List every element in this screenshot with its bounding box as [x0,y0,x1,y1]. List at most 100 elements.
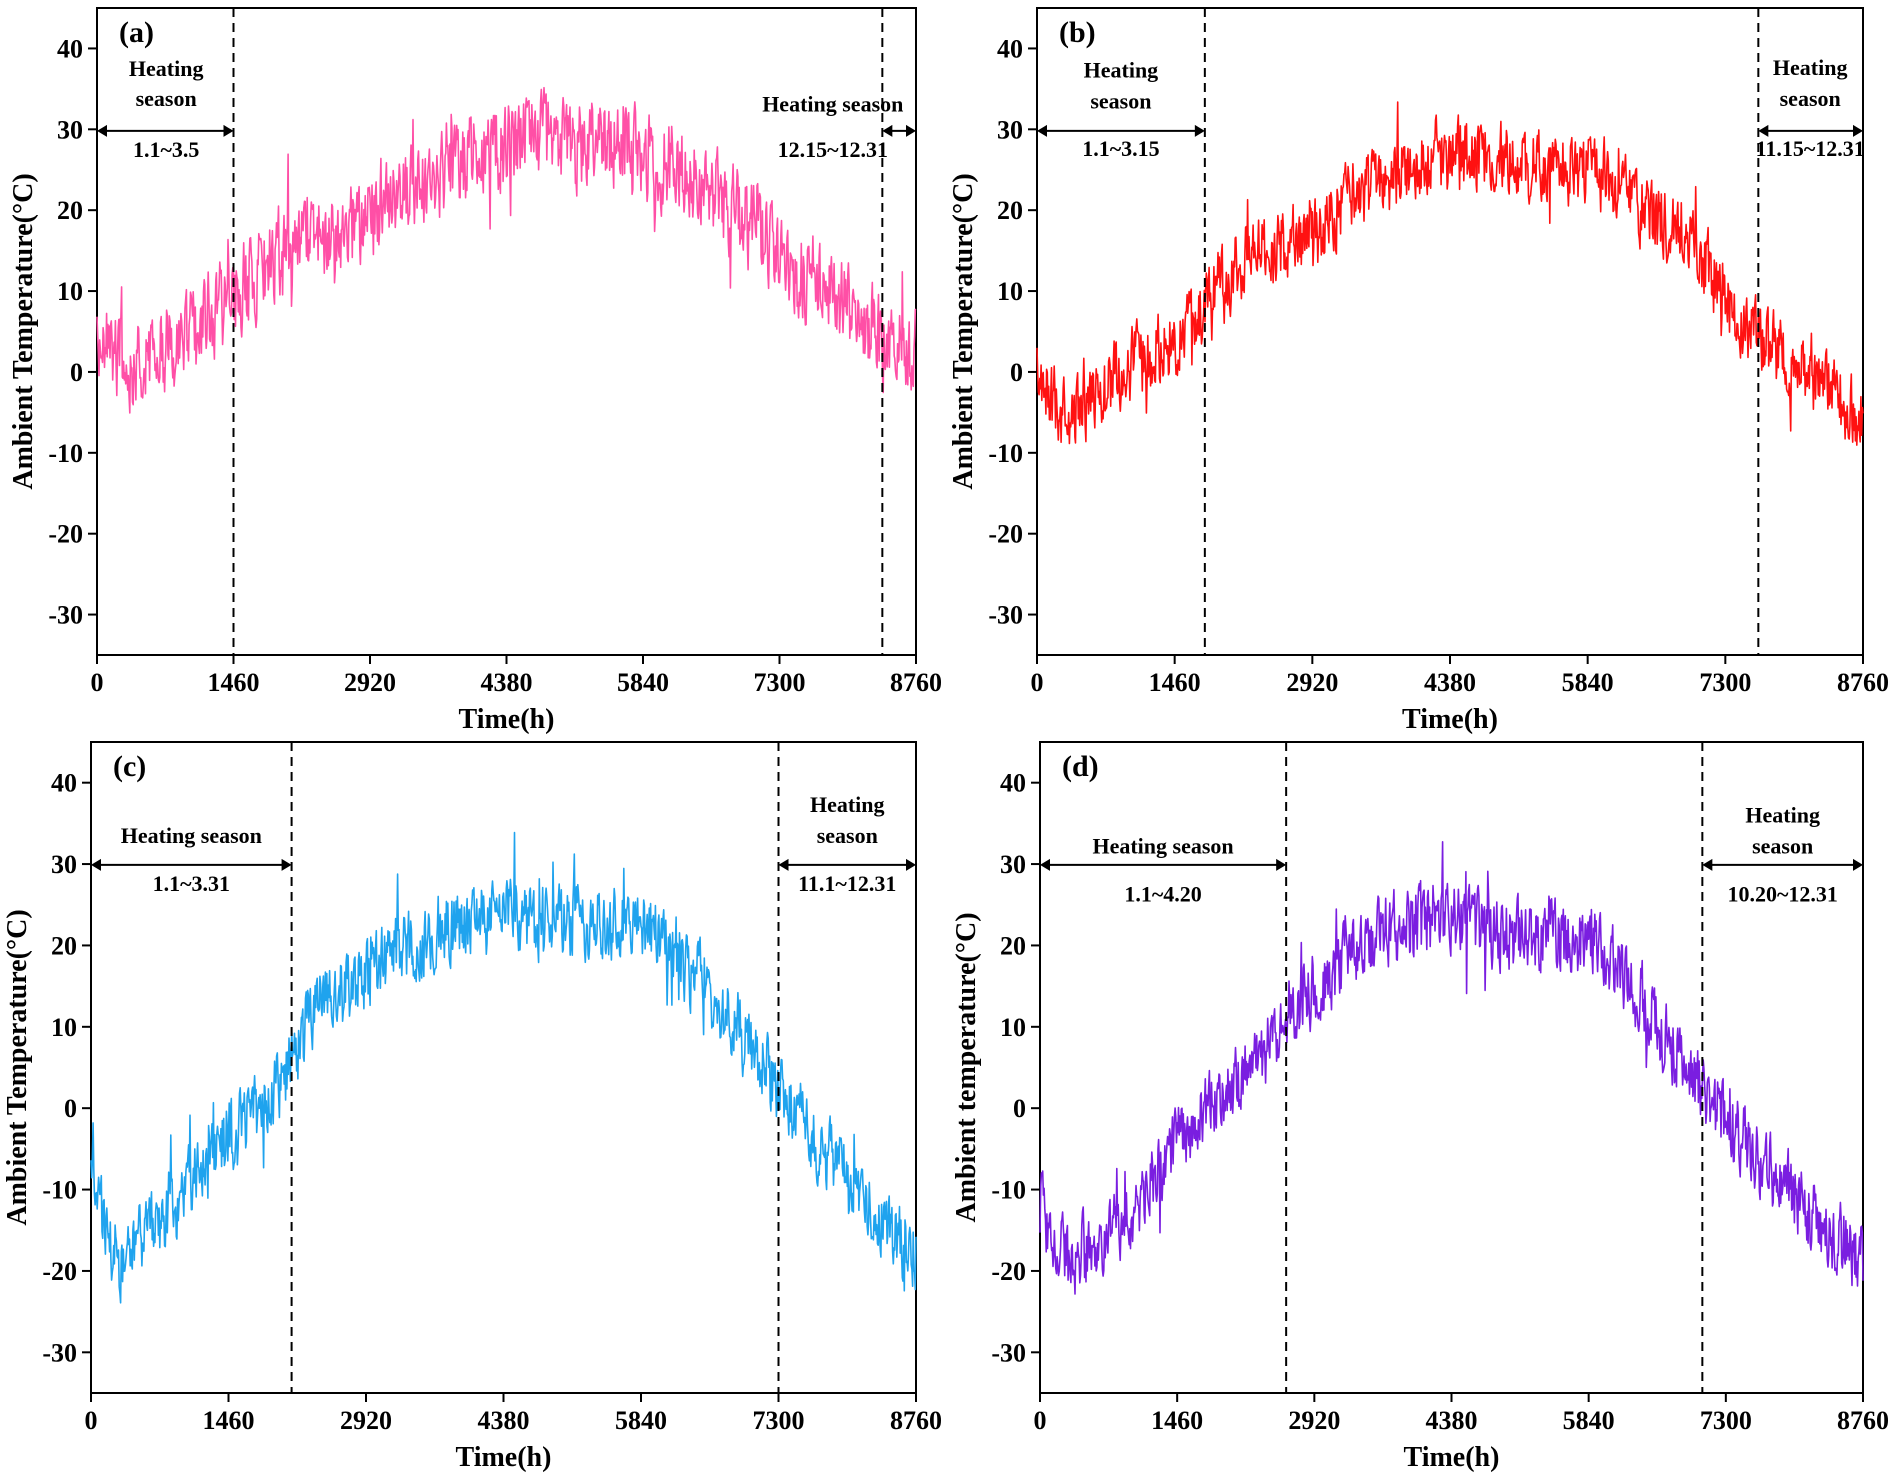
heating-season-annotation: 1.1~4.20 [1124,881,1201,906]
y-tick-label: -30 [988,601,1023,630]
x-tick-label: 7300 [753,1406,805,1435]
x-tick-label: 0 [91,668,104,697]
x-tick-label: 1460 [208,668,260,697]
heating-season-annotation: season [817,823,878,848]
y-tick-label: 40 [51,769,77,798]
y-tick-label: -20 [988,520,1023,549]
heating-season-annotation: Heating season [762,92,903,117]
y-tick-label: 10 [1000,1013,1026,1042]
x-tick-label: 2920 [1286,668,1338,697]
x-axis-title: Time(h) [1402,704,1498,735]
chart-panel-4: 0 1460 2920 4380 5840 7300 8760 -30 -20 -10 0 10 20 3… [951,741,1889,1473]
x-tick-label: 7300 [1699,668,1751,697]
x-tick-label: 0 [1034,1406,1047,1435]
y-tick-label: -30 [42,1338,77,1367]
x-tick-label: 8760 [890,668,942,697]
heating-season-annotation: 1.1~3.31 [153,871,230,896]
panel-label: (b) [1059,16,1096,49]
y-tick-label: 10 [997,277,1023,306]
x-tick-label: 7300 [754,668,806,697]
chart-panel-2: 0 1460 2920 4380 5840 7300 8760 -30 -20 -10 0 10 20 3… [948,7,1889,735]
arrow-head-left [778,858,789,871]
y-tick-label: -10 [988,439,1023,468]
x-tick-label: 2920 [340,1406,392,1435]
x-tick-label: 2920 [344,668,396,697]
chart-panel-3: 0 1460 2920 4380 5840 7300 8760 -30 -20 -10 0 10 20 3… [2,741,942,1473]
x-tick-label: 4380 [478,1406,530,1435]
y-tick-label: 40 [997,34,1023,63]
y-tick-label: 0 [1013,1094,1026,1123]
x-axis-title: Time(h) [456,1442,552,1473]
heating-season-annotation: 10.20~12.31 [1727,881,1837,906]
heating-season-annotation: season [136,86,197,111]
y-axis-title: Ambient Temperature(°C) [8,173,39,489]
y-axis-title: Ambient temperature(°C) [951,912,982,1222]
y-tick-label: 30 [51,850,77,879]
x-tick-label: 1460 [203,1406,255,1435]
x-tick-label: 1460 [1149,668,1201,697]
x-tick-label: 5840 [615,1406,667,1435]
heating-season-annotation: 11.15~12.31 [1756,136,1865,161]
y-tick-label: -20 [42,1257,77,1286]
x-tick-label: 4380 [481,668,533,697]
temperature-series-line [1039,841,1864,1295]
y-tick-label: 40 [57,34,83,63]
y-tick-label: -30 [48,601,83,630]
x-tick-label: 8760 [890,1406,942,1435]
chart-panel-1: 0 1460 2920 4380 5840 7300 8760 -30 -20 -10 0 10 20 3… [8,7,942,735]
arrow-head-right [906,858,916,871]
panel-label: (d) [1062,750,1099,783]
y-tick-label: 20 [1000,931,1026,960]
heating-season-annotation: season [1090,88,1151,113]
y-tick-label: 20 [51,931,77,960]
x-axis-title: Time(h) [1404,1442,1500,1473]
arrow-head-right [1276,858,1287,871]
plot-frame [1036,7,1864,656]
heating-season-annotation: 1.1~3.5 [133,137,199,162]
heating-season-annotation: 11.1~12.31 [798,871,896,896]
heating-season-annotation: Heating [810,792,885,817]
y-tick-label: 10 [57,277,83,306]
arrow-head-left [91,858,101,871]
x-tick-label: 0 [1031,668,1044,697]
x-tick-label: 5840 [617,668,669,697]
x-tick-label: 8760 [1837,668,1889,697]
arrow-head-right [1194,124,1205,137]
y-tick-label: 20 [997,196,1023,225]
arrow-head-left [1040,858,1050,871]
heating-season-annotation: Heating [1745,803,1820,828]
heating-season-annotation: 12.15~12.31 [778,137,888,162]
arrow-head-right [1853,858,1863,871]
temperature-series-line [90,831,917,1304]
x-tick-label: 4380 [1424,668,1476,697]
x-tick-label: 8760 [1837,1406,1889,1435]
heating-season-annotation: 1.1~3.15 [1082,136,1159,161]
y-tick-label: 30 [57,115,83,144]
panel-label: (c) [113,750,146,783]
arrow-head-left [1702,858,1713,871]
y-tick-label: -20 [991,1257,1026,1286]
arrow-head-left [1758,124,1769,137]
heating-season-annotation: Heating season [121,823,262,848]
panel-label: (a) [119,16,154,49]
x-tick-label: 5840 [1563,1406,1615,1435]
arrow-head-right [1853,124,1863,137]
x-tick-label: 1460 [1151,1406,1203,1435]
y-tick-label: -10 [48,439,83,468]
y-tick-label: 0 [1010,358,1023,387]
x-tick-label: 5840 [1562,668,1614,697]
arrow-head-right [906,124,916,137]
y-tick-label: 10 [51,1013,77,1042]
y-tick-label: 30 [997,115,1023,144]
y-tick-label: -30 [991,1338,1026,1367]
x-tick-label: 0 [85,1406,98,1435]
y-tick-label: 20 [57,196,83,225]
heating-season-annotation: Heating [1084,58,1159,83]
y-tick-label: -10 [42,1176,77,1205]
arrow-head-left [882,124,893,137]
y-tick-label: -10 [991,1176,1026,1205]
heating-season-annotation: season [1780,86,1841,111]
heating-season-annotation: Heating [1773,55,1848,80]
arrow-head-left [97,124,107,137]
